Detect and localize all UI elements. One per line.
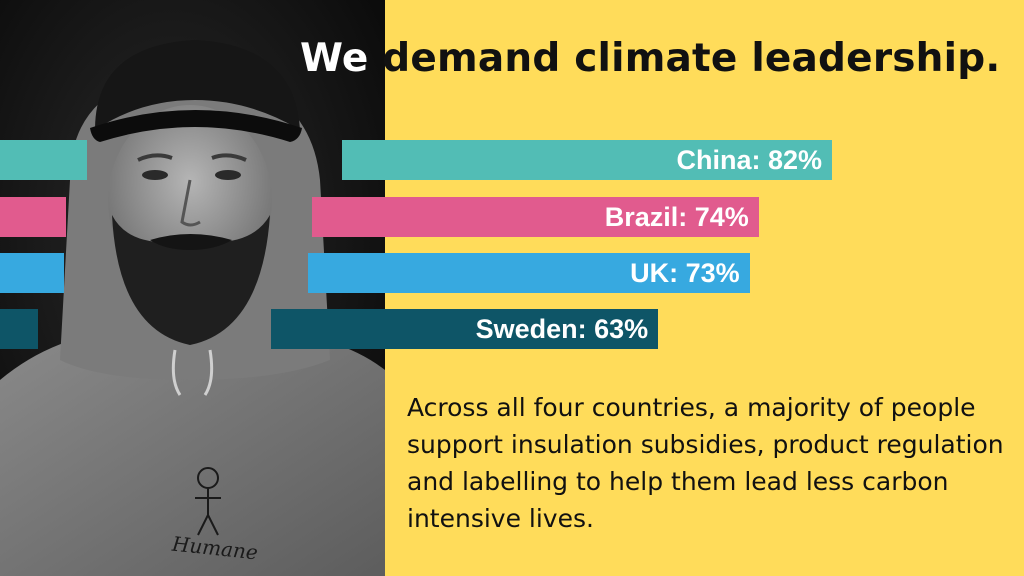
bar-uk <box>308 253 750 293</box>
bar-label-brazil: Brazil: 74% <box>604 202 749 232</box>
headline-rest: demand climate leadership. <box>368 36 1001 81</box>
bar-label-uk: UK: 73% <box>630 258 740 288</box>
bar-brazil <box>312 197 759 237</box>
bar-stub-brazil <box>0 197 67 237</box>
body-text: Across all four countries, a majority of… <box>407 393 1004 533</box>
bar-stub-china <box>0 140 87 180</box>
bar-label-sweden: Sweden: 63% <box>475 314 649 344</box>
headline-first-word: We <box>300 36 369 81</box>
bar-sweden <box>270 309 659 349</box>
bar-china <box>342 140 832 180</box>
bar-stub-sweden <box>0 309 38 349</box>
bar-stub-uk <box>0 253 64 293</box>
headline: We demand climate leadership. <box>300 30 1000 88</box>
bar-label-china: China: 82% <box>676 145 822 175</box>
